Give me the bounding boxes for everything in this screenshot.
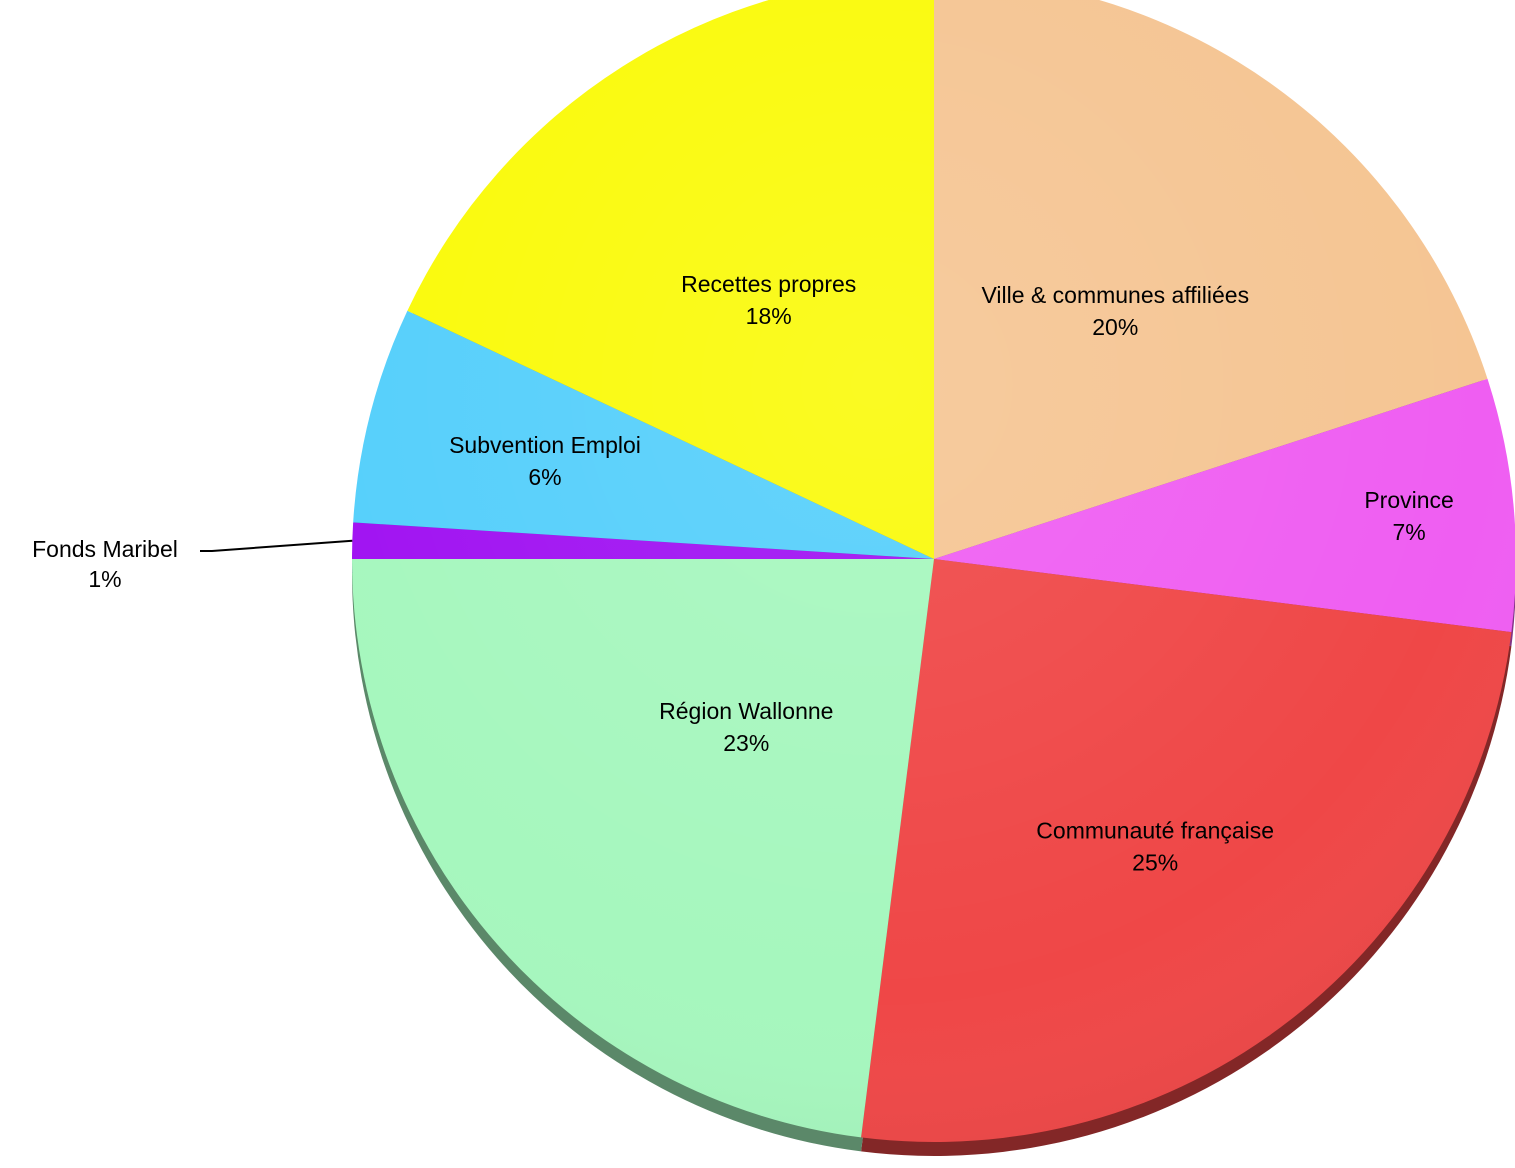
pie-labels: Ville & communes affiliées 20% Province 7% C…	[32, 271, 1454, 876]
slice-percent-subvention-emploi: 6%	[528, 464, 561, 490]
slice-percent-communaute-francaise: 25%	[1132, 850, 1178, 876]
slice-label-fonds-maribel: Fonds Maribel	[32, 536, 178, 562]
slice-label-recettes-propres: Recettes propres	[681, 271, 856, 297]
pie-slices	[351, 0, 1515, 1142]
slice-label-communaute-francaise: Communauté française	[1036, 818, 1274, 844]
slice-percent-recettes-propres: 18%	[746, 303, 792, 329]
slice-communaute-francaise	[861, 559, 1512, 1142]
slice-percent-province: 7%	[1392, 519, 1425, 545]
slice-label-region-wallonne: Région Wallonne	[659, 698, 833, 724]
slice-percent-ville-communes-affiliees: 20%	[1092, 314, 1138, 340]
slice-label-ville-communes-affiliees: Ville & communes affiliées	[981, 282, 1249, 308]
slice-label-subvention-emploi: Subvention Emploi	[449, 432, 641, 458]
slice-label-province: Province	[1364, 487, 1453, 513]
slice-percent-fonds-maribel: 1%	[88, 566, 121, 592]
leader-line-fonds-maribel	[200, 539, 353, 552]
slice-percent-region-wallonne: 23%	[723, 730, 769, 756]
slice-region-wallonne	[351, 559, 935, 1138]
